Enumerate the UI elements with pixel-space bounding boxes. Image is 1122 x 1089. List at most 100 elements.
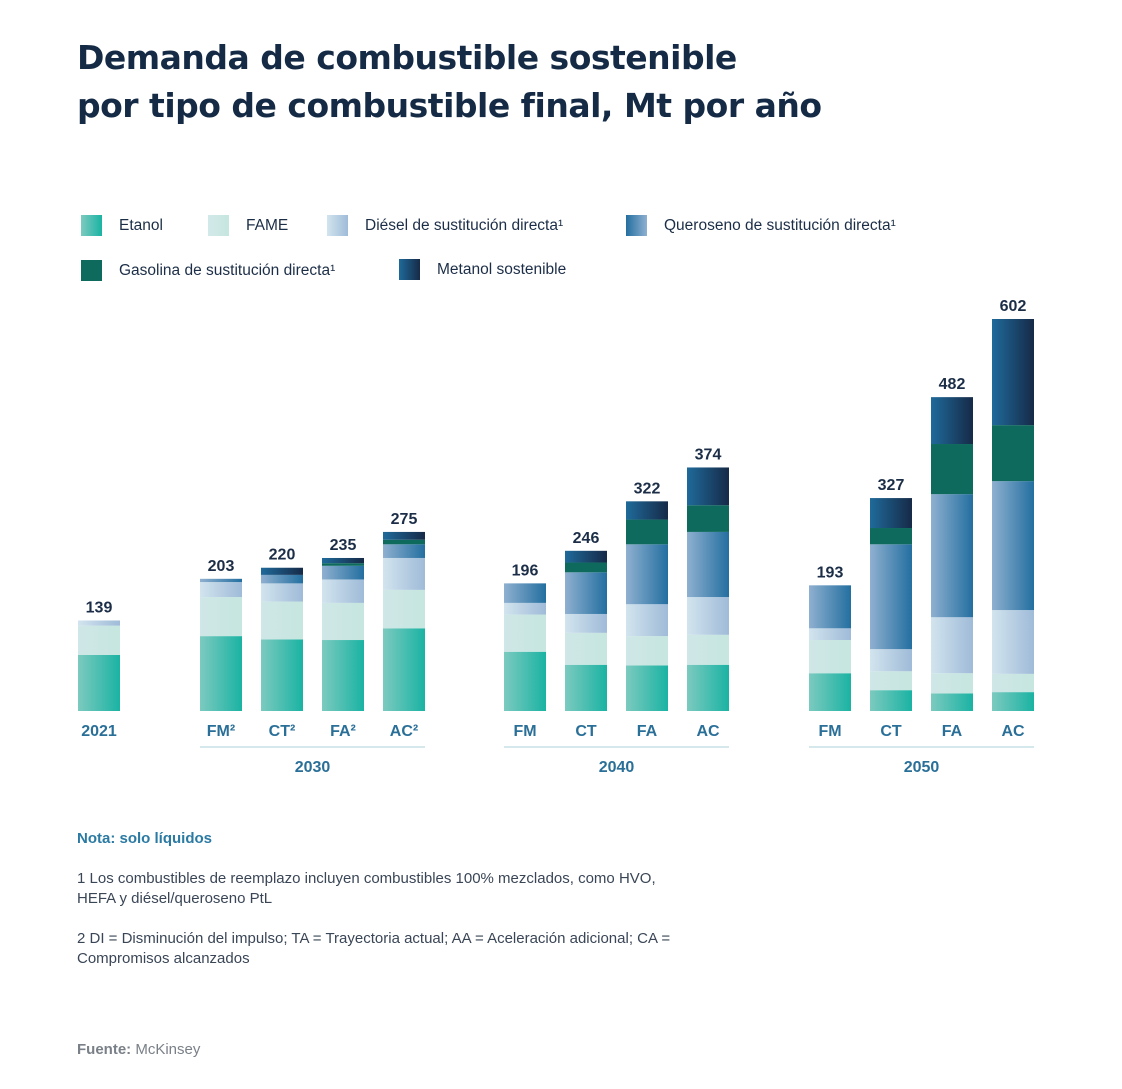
bar-segment-diesel [992,610,1034,674]
legend-label-metanol: Metanol sostenible [437,260,567,278]
bar-segment-metanol [322,557,364,564]
bar-segment-diesel [383,557,425,590]
category-tick-label: FA² [330,723,356,740]
bar-segment-queroseno [809,585,851,629]
bar-total-label: 602 [1000,298,1027,315]
category-tick-label: FM [513,723,536,740]
bar-segment-diesel [261,583,303,602]
bar-segment-fame [687,634,729,665]
source-value: McKinsey [135,1041,201,1058]
category-tick-label: CT² [269,723,296,740]
bar-segment-queroseno [870,544,912,650]
bar-segment-gasolina [626,519,668,545]
bar-segment-diesel [870,649,912,672]
bar-segment-etanol [200,636,242,711]
bar-segment-diesel [565,613,607,633]
bar-segment-diesel [78,620,120,626]
bar-segment-fame [809,640,851,674]
category-tick-label: CT [880,723,902,740]
bar-total-label: 275 [391,511,418,528]
footnote-1: 1 Los combustibles de reemplazo incluyen… [77,870,656,907]
bar-segment-gasolina [870,528,912,545]
chart-title: Demanda de combustible sostenible por ti… [77,34,822,130]
category-tick-label: FA [942,723,963,740]
bar-segment-diesel [626,604,668,637]
bar-segment-gasolina [687,505,729,532]
bar-segment-fame [992,673,1034,693]
category-tick-label: AC [696,723,720,740]
legend-swatch-fame [208,215,229,236]
note-title: Nota: solo líquidos [77,830,212,847]
bar-segment-etanol [504,651,546,711]
bar-segment-queroseno [565,572,607,614]
group-year-label: 2050 [904,759,940,776]
bar-total-label: 203 [208,558,235,575]
bar-segment-metanol [261,567,303,575]
bar-total-label: 196 [512,562,539,579]
legend-swatch-metanol [399,259,420,280]
bar-total-label: 235 [330,537,357,554]
category-tick-label: FM [818,723,841,740]
bar-segment-queroseno [504,583,546,603]
bar-segment-queroseno [626,544,668,605]
bar-segment-diesel [809,628,851,641]
bar-segment-gasolina [992,425,1034,482]
bar-segment-fame [565,632,607,665]
legend-item-queroseno: Queroseno de sustitución directa¹ [626,215,896,236]
bar-segment-gasolina [322,563,364,566]
bar-segment-fame [870,671,912,691]
bar-total-label: 246 [573,530,600,547]
legend-label-fame: FAME [246,216,289,234]
source-label: Fuente: [77,1041,132,1058]
bar-segment-fame [504,614,546,652]
bar-segment-metanol [565,550,607,563]
bar-segment-queroseno [261,574,303,584]
bar-segment-queroseno [200,578,242,583]
bar-segment-etanol [870,690,912,711]
bar-segment-etanol [687,664,729,711]
bar-segment-fame [931,673,973,694]
bar-total-label: 193 [817,564,844,581]
legend-label-etanol: Etanol [119,216,163,234]
legend-label-gasolina: Gasolina de sustitución directa¹ [119,261,336,279]
legend-item-etanol: Etanol [81,215,163,236]
bar-segment-metanol [687,467,729,506]
category-tick-label: FA [637,723,658,740]
category-tick-label: AC² [390,723,418,740]
bar-segment-diesel [322,579,364,603]
notes-section: Nota: solo líquidos 1 Los combustibles d… [77,830,697,989]
group-year-label: 2040 [599,759,635,776]
legend-label-diesel: Diésel de sustitución directa¹ [365,216,564,234]
legend-item-metanol: Metanol sostenible [399,259,566,280]
legend-swatch-diesel [327,215,348,236]
bar-segment-etanol [78,655,120,711]
legend-item-diesel: Diésel de sustitución directa¹ [327,215,563,236]
bar-total-label: 482 [939,376,966,393]
bar-total-label: 322 [634,480,661,497]
bar-segment-queroseno [383,544,425,558]
title-line-1: Demanda de combustible sostenible [77,38,737,77]
bar-segment-etanol [383,628,425,711]
bar-segment-etanol [626,665,668,711]
footnote-2: 2 DI = Disminución del impulso; TA = Tra… [77,930,671,967]
bar-segment-fame [626,636,668,666]
category-tick-label: CT [575,723,597,740]
bar-segment-diesel [200,582,242,598]
bar-segment-etanol [565,664,607,711]
bar-segment-etanol [809,673,851,711]
group-year-label: 2030 [295,759,331,776]
category-tick-label: AC [1001,723,1025,740]
bar-segment-fame [383,589,425,629]
bar-segment-queroseno [931,494,973,618]
legend-swatch-queroseno [626,215,647,236]
bar-segment-etanol [931,693,973,711]
bar-segment-fame [322,602,364,641]
bar-segment-fame [78,625,120,655]
bar-total-label: 139 [86,599,113,616]
legend-item-gasolina: Gasolina de sustitución directa¹ [81,260,335,281]
legend-item-fame: FAME [208,215,288,236]
bar-segment-gasolina [931,444,973,495]
bar-segment-diesel [687,597,729,635]
bar-segment-queroseno [687,531,729,598]
bar-segment-gasolina [565,562,607,573]
